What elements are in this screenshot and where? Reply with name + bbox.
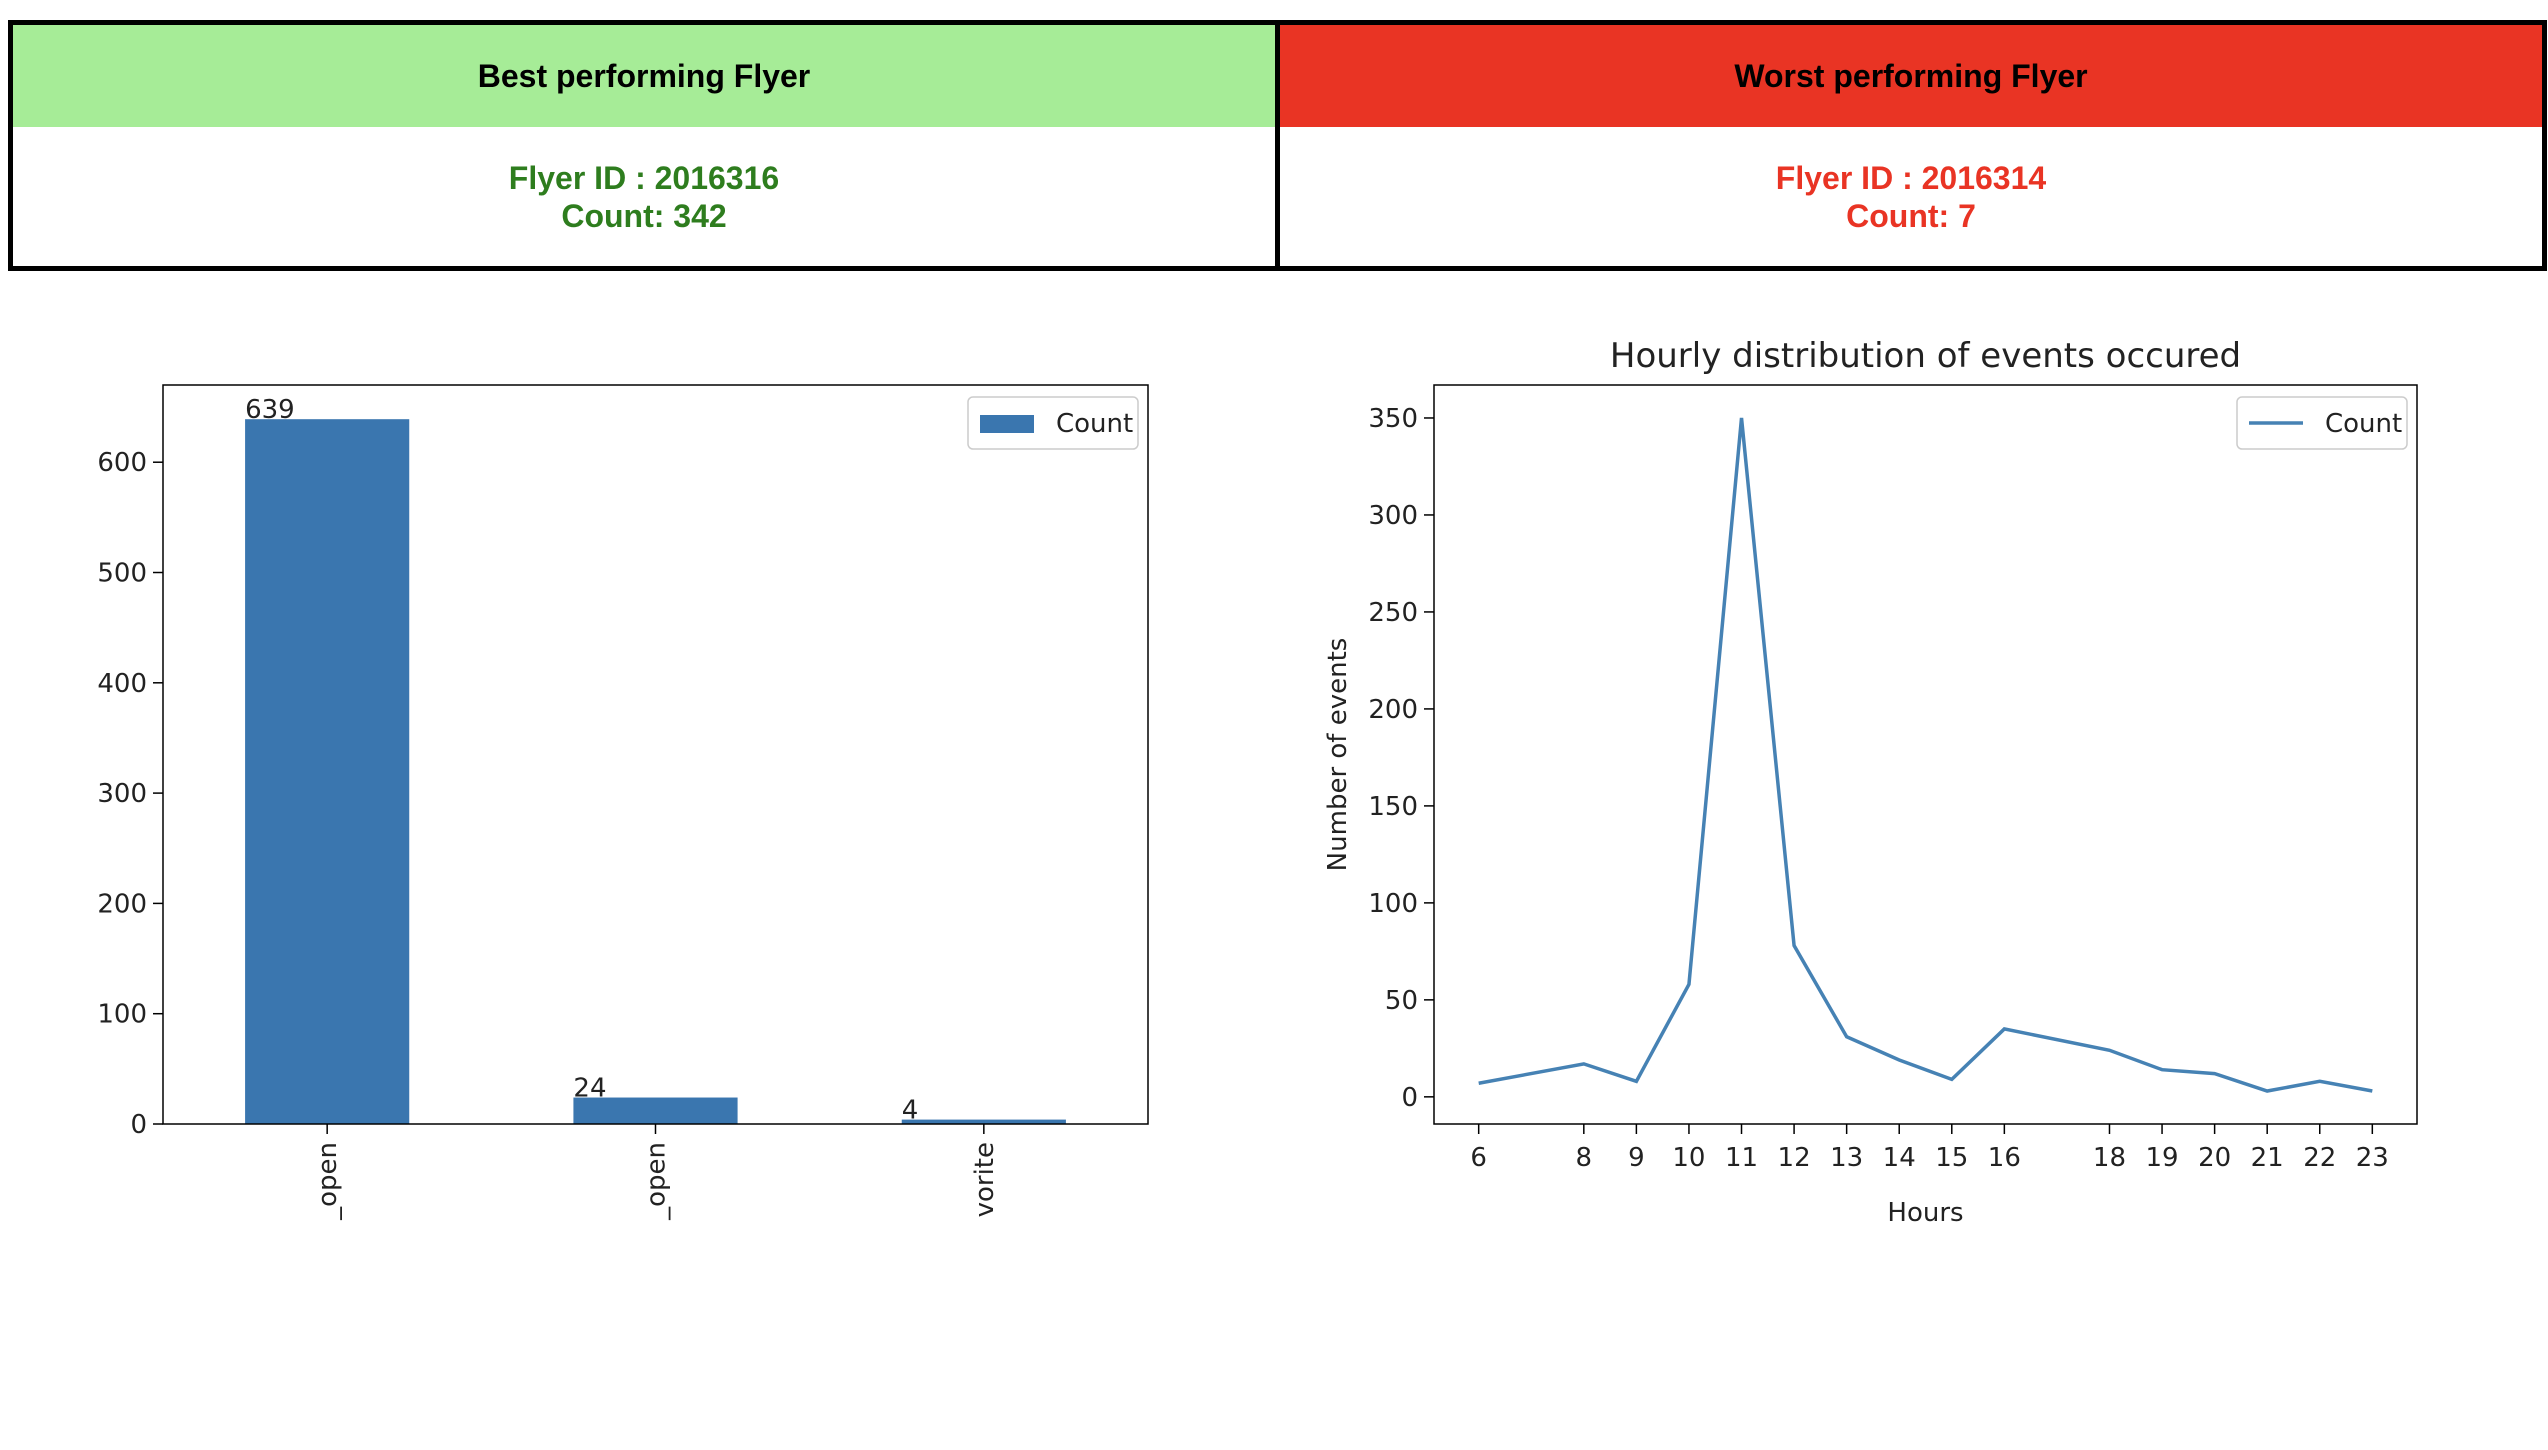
bar xyxy=(901,1119,1066,1124)
y-tick-label: 200 xyxy=(1368,695,1418,725)
y-tick-label: 150 xyxy=(1368,792,1418,822)
x-tick-label: 18 xyxy=(2093,1143,2126,1173)
value-label: 639 xyxy=(245,395,295,425)
x-tick-label: 6 xyxy=(1470,1143,1487,1173)
bar xyxy=(245,419,410,1125)
value-label: 24 xyxy=(573,1074,606,1104)
x-tick-label: 14 xyxy=(1883,1143,1916,1173)
y-tick-label: 100 xyxy=(97,1000,147,1030)
worst-flyer: Flyer ID : 2016314 xyxy=(1775,159,2047,196)
best-cell: Best performing Flyer Flyer ID : 2016316… xyxy=(13,25,1275,266)
x-tick-label: 15 xyxy=(1935,1143,1968,1173)
x-tick-label: 23 xyxy=(2356,1143,2389,1173)
summary-table: Best performing Flyer Flyer ID : 2016316… xyxy=(8,20,2547,271)
x-tick-label: 21 xyxy=(2251,1143,2284,1173)
y-tick-label: 50 xyxy=(1385,986,1418,1016)
legend-box xyxy=(967,396,1139,450)
legend-label: Count xyxy=(2325,409,2402,439)
x-tick-label: 20 xyxy=(2198,1143,2231,1173)
legend-label: Count xyxy=(1056,409,1133,439)
x-tick-label: 13 xyxy=(1830,1143,1863,1173)
best-body: Flyer ID : 2016316 Count: 342 xyxy=(13,127,1275,266)
y-tick-label: 300 xyxy=(97,779,147,809)
y-tick-label: 500 xyxy=(97,559,147,589)
worst-header: Worst performing Flyer xyxy=(1280,25,2542,127)
legend-swatch xyxy=(980,415,1034,433)
plot-frame xyxy=(1433,384,2418,1125)
x-tick-label: 8 xyxy=(1576,1143,1593,1173)
y-axis-label: Number of events xyxy=(1323,638,1353,872)
x-tick-label: _open xyxy=(313,1142,343,1221)
y-tick-label: 350 xyxy=(1368,404,1418,434)
chart-title: Hourly distribution of events occured xyxy=(1610,336,2241,376)
x-tick-label: 22 xyxy=(2303,1143,2336,1173)
best-header: Best performing Flyer xyxy=(13,25,1275,127)
worst-count: Count: 7 xyxy=(1846,197,1976,234)
x-axis-label: Hours xyxy=(1887,1198,1963,1228)
x-tick-label: 9 xyxy=(1628,1143,1645,1173)
worst-cell: Worst performing Flyer Flyer ID : 201631… xyxy=(1275,25,2542,266)
line-series xyxy=(1478,417,2373,1093)
y-tick-label: 0 xyxy=(130,1110,147,1140)
y-tick-label: 600 xyxy=(97,448,147,478)
worst-body: Flyer ID : 2016314 Count: 7 xyxy=(1280,127,2542,266)
y-tick-label: 300 xyxy=(1368,501,1418,531)
y-tick-label: 100 xyxy=(1368,889,1418,919)
bar xyxy=(573,1097,738,1124)
y-tick-label: 0 xyxy=(1401,1083,1418,1113)
x-tick-label: _open xyxy=(642,1142,672,1221)
x-tick-label: 19 xyxy=(2146,1143,2179,1173)
y-tick-label: 400 xyxy=(97,669,147,699)
legend-box xyxy=(2236,396,2408,450)
value-label: 4 xyxy=(902,1096,919,1126)
y-tick-label: 250 xyxy=(1368,598,1418,628)
x-tick-label: 12 xyxy=(1778,1143,1811,1173)
best-flyer: Flyer ID : 2016316 xyxy=(508,159,780,196)
y-tick-label: 200 xyxy=(97,889,147,919)
plot-frame xyxy=(162,384,1149,1125)
x-tick-label: 16 xyxy=(1988,1143,2021,1173)
x-tick-label: 10 xyxy=(1672,1143,1705,1173)
x-tick-label: 11 xyxy=(1725,1143,1758,1173)
x-tick-label: vorite xyxy=(970,1142,1000,1217)
best-count: Count: 342 xyxy=(561,197,727,234)
